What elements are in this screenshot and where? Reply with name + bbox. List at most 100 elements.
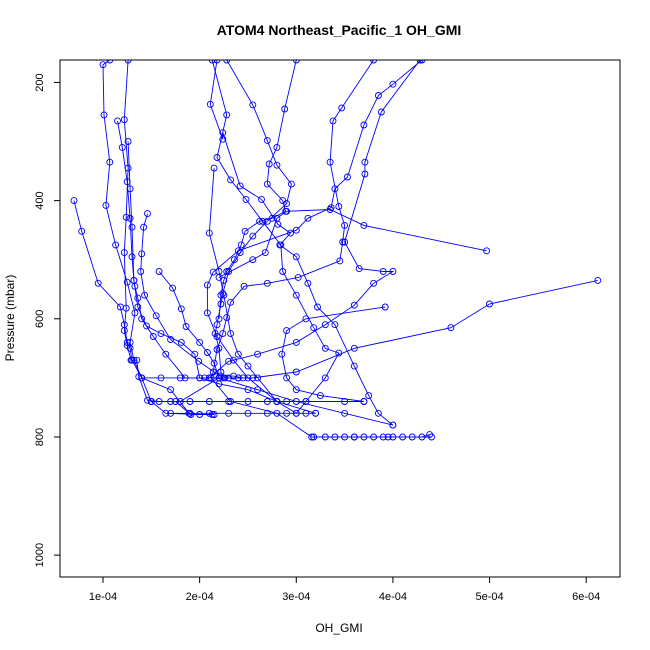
data-point-14-5	[341, 238, 349, 246]
data-point-20-3	[186, 398, 194, 405]
data-point-8-4	[227, 176, 235, 184]
data-point-12-7	[327, 204, 335, 212]
data-point-18-2	[205, 229, 213, 237]
data-point-7-3	[177, 305, 185, 313]
data-point-8-5	[242, 195, 250, 203]
data-point-2-2	[120, 116, 128, 124]
data-point-13-6	[341, 221, 349, 229]
data-point-1-4	[106, 158, 114, 166]
data-point-4-1	[114, 117, 121, 125]
data-point-17-6	[292, 386, 300, 394]
data-point-22-9	[389, 433, 397, 441]
data-point-10-12	[217, 300, 225, 308]
data-point-9-9	[276, 241, 284, 249]
data-point-17-5	[283, 374, 291, 382]
data-point-9-12	[314, 303, 321, 311]
data-point-5-7	[157, 330, 165, 338]
data-point-10-16	[217, 368, 225, 376]
data-point-22-1	[310, 433, 318, 441]
data-point-6-5	[141, 291, 149, 299]
data-point-11-9	[256, 217, 264, 225]
data-point-10-2	[249, 101, 257, 109]
plot-marks	[70, 60, 602, 441]
series-line-10	[214, 60, 292, 379]
data-point-13-13	[223, 314, 231, 322]
data-point-13-11	[240, 282, 248, 290]
data-point-2-1	[124, 60, 132, 64]
data-point-16-3	[326, 206, 334, 213]
data-point-14-13	[254, 350, 262, 358]
data-point-1-1	[106, 60, 114, 64]
data-point-2-12	[144, 396, 151, 404]
data-point-15-2	[486, 300, 493, 308]
data-point-19-4	[196, 374, 204, 382]
series-line-11	[218, 60, 297, 319]
data-point-11-12	[230, 256, 238, 264]
series-line-9	[209, 60, 394, 426]
data-point-13-12	[227, 298, 235, 306]
data-point-22-11	[408, 433, 416, 441]
data-point-17-7	[316, 392, 324, 400]
data-point-16-2	[360, 221, 368, 229]
data-point-4-4	[126, 214, 134, 222]
data-point-10-3	[263, 136, 271, 144]
data-point-6-4	[137, 268, 145, 275]
data-point-14-12	[292, 338, 300, 346]
y-axis: 200 400 600 800 1000	[34, 73, 60, 567]
data-point-3-5	[120, 321, 128, 329]
data-point-5-9	[191, 350, 199, 358]
plot-frame	[59, 59, 621, 578]
data-point-3-10	[167, 386, 175, 394]
data-point-5-1	[124, 138, 132, 145]
data-point-3-6	[123, 338, 131, 346]
data-point-18-3	[215, 268, 223, 275]
data-point-3-1	[70, 197, 78, 205]
data-point-13-2	[338, 104, 346, 112]
data-point-9-15	[365, 392, 373, 400]
data-point-17-2	[302, 315, 310, 323]
data-point-11-2	[281, 105, 289, 113]
data-point-8-1	[208, 60, 216, 64]
data-point-5-4	[130, 276, 138, 284]
data-point-14-1	[416, 60, 424, 64]
x-axis: 1e-04 2e-04 3e-04 4e-04 5e-04 6e-04	[89, 577, 600, 603]
data-point-10-4	[273, 161, 281, 169]
data-point-3-7	[126, 344, 134, 352]
data-point-14-4	[361, 170, 369, 178]
data-point-13-9	[294, 273, 302, 281]
data-point-9-14	[350, 362, 358, 370]
data-point-8-2	[223, 111, 231, 119]
data-point-6-10	[230, 372, 237, 380]
series-line-16	[218, 209, 487, 278]
data-point-9-11	[304, 279, 312, 287]
data-point-9-6	[258, 195, 265, 203]
data-point-11-5	[263, 180, 271, 188]
series-line-18	[208, 168, 297, 414]
data-point-22-12	[418, 433, 426, 441]
data-point-20-5	[225, 398, 233, 405]
x-tick-label: 2e-04	[186, 591, 214, 603]
data-point-12-4	[360, 121, 368, 129]
x-tick-label: 1e-04	[89, 591, 117, 603]
data-point-4-11	[162, 350, 170, 358]
data-point-13-1	[370, 60, 378, 64]
data-point-21-6	[263, 409, 271, 417]
data-point-7-5	[196, 338, 204, 346]
data-point-7-4	[182, 323, 190, 330]
data-point-21-4	[225, 409, 233, 417]
data-point-9-17	[389, 421, 397, 429]
y-axis-label: Pressure (mbar)	[3, 275, 17, 362]
data-point-21-2	[186, 409, 194, 417]
data-point-6-7	[167, 336, 175, 343]
y-tick-label: 600	[34, 310, 46, 328]
data-point-18-8	[254, 374, 262, 382]
data-point-13-14	[219, 330, 227, 338]
data-point-9-10	[292, 253, 300, 261]
x-axis-label: OH_GMI	[315, 621, 362, 635]
data-point-22-2	[321, 433, 329, 441]
data-point-9-5	[236, 182, 244, 190]
data-point-15-1	[594, 276, 602, 284]
data-point-11-11	[237, 241, 245, 249]
data-point-11-6	[279, 197, 287, 205]
data-point-8-3	[213, 154, 221, 161]
